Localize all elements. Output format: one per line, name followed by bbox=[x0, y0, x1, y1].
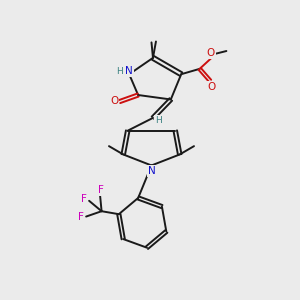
Text: F: F bbox=[98, 185, 103, 195]
Text: N: N bbox=[148, 166, 155, 176]
Text: O: O bbox=[110, 96, 118, 106]
Text: F: F bbox=[81, 194, 87, 204]
Text: F: F bbox=[78, 212, 84, 222]
Text: H: H bbox=[116, 67, 123, 76]
Text: N: N bbox=[125, 66, 133, 76]
Text: O: O bbox=[207, 48, 215, 58]
Text: H: H bbox=[155, 116, 162, 125]
Text: O: O bbox=[207, 82, 216, 92]
